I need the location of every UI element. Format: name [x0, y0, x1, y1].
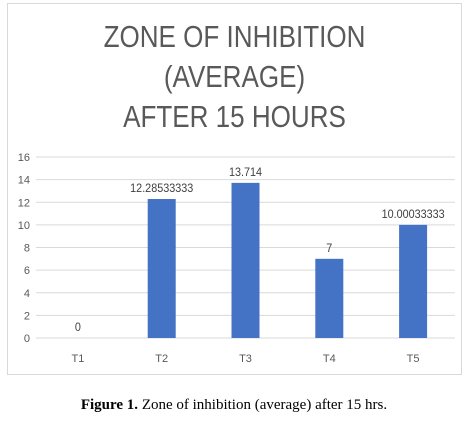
- figure-caption: Figure 1. Zone of inhibition (average) a…: [0, 397, 468, 414]
- chart-title-line-2: (AVERAGE): [163, 59, 306, 94]
- bar-t2: [147, 199, 176, 338]
- y-tick-label: 4: [24, 288, 30, 300]
- data-label-t2: 12.28533333: [130, 183, 193, 196]
- bar-t4: [315, 258, 344, 338]
- data-label-t4: 7: [326, 242, 332, 255]
- figure-caption-label: Figure 1.: [80, 397, 139, 413]
- y-tick-label: 10: [18, 220, 30, 232]
- x-category-label: T2: [155, 353, 168, 365]
- chart-frame: ZONE OF INHIBITION (AVERAGE) AFTER 15 HO…: [7, 3, 462, 375]
- figure-caption-text: Zone of inhibition (average) after 15 hr…: [138, 397, 388, 413]
- x-category-label: T4: [323, 353, 336, 365]
- data-label-t5: 10.00033333: [382, 208, 445, 221]
- x-category-label: T5: [407, 353, 420, 365]
- bar-t3: [231, 182, 260, 338]
- data-label-t1: 0: [75, 322, 81, 335]
- bar-t5: [399, 224, 428, 338]
- y-tick-label: 14: [18, 175, 30, 187]
- x-category-label: T1: [71, 353, 84, 365]
- chart-title-line-1: ZONE OF INHIBITION: [103, 19, 366, 54]
- y-tick-label: 2: [24, 310, 30, 322]
- y-tick-label: 16: [18, 152, 30, 164]
- y-tick-label: 6: [24, 265, 30, 277]
- x-category-label: T3: [239, 353, 252, 365]
- data-label-t3: 13.714: [229, 166, 263, 179]
- bar-chart-plot: 0 2 4 6 8 10 12 14 16 0 T1 12.28533333 T2 13.714 T3 7 T4…: [18, 152, 455, 365]
- chart-title-line-3: AFTER 15 HOURS: [123, 99, 346, 134]
- y-tick-label: 8: [24, 243, 30, 255]
- y-tick-label: 12: [18, 197, 30, 209]
- y-tick-label: 0: [24, 333, 30, 345]
